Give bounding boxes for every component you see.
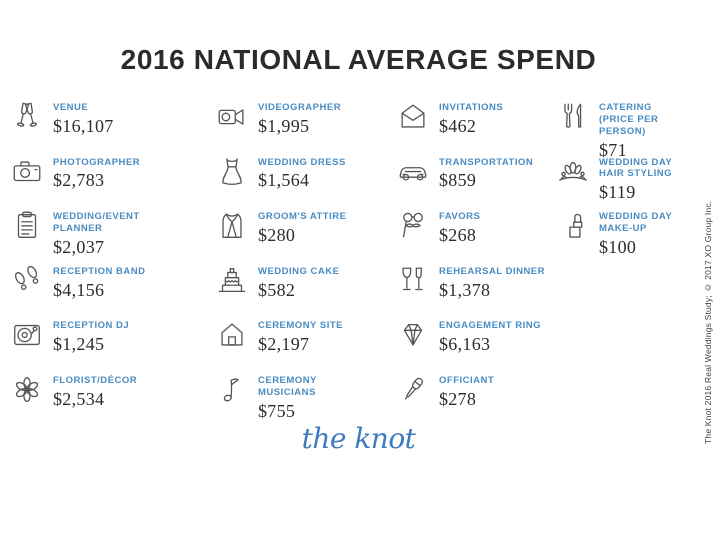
spend-label: CEREMONY MUSICIANS — [258, 374, 317, 398]
spend-value: $859 — [439, 170, 477, 191]
spend-label: OFFICIANT — [439, 374, 495, 386]
house-icon — [215, 318, 249, 352]
credit-text: The Knot 2016 Real Weddings Study; © 201… — [703, 200, 713, 444]
spend-label: WEDDING DAY MAKE-UP — [599, 211, 673, 235]
spend-item: WEDDING DRESS $1,564 — [215, 154, 396, 209]
spend-item: INVITATIONS $462 — [396, 99, 556, 154]
spend-label: RECEPTION DJ — [53, 320, 130, 332]
spend-item: REHEARSAL DINNER $1,378 — [396, 263, 556, 318]
suit-jacket-icon — [215, 209, 249, 243]
spend-value: $2,197 — [258, 334, 310, 355]
theknot-logo: the knot — [301, 422, 416, 455]
spend-item: WEDDING DAY MAKE-UP $100 — [556, 208, 707, 263]
spend-label: FAVORS — [439, 211, 481, 223]
spend-value: $462 — [439, 115, 477, 136]
spend-item: VENUE $16,107 — [10, 99, 215, 154]
spend-label: PHOTOGRAPHER — [53, 156, 141, 168]
turntable-icon — [10, 318, 44, 352]
toast-glasses-icon — [396, 264, 430, 298]
spend-value: $2,037 — [53, 236, 105, 257]
spend-value: $1,564 — [258, 170, 310, 191]
spend-label: WEDDING DRESS — [258, 156, 346, 168]
spend-value: $1,378 — [439, 279, 491, 300]
spend-label: CEREMONY SITE — [258, 320, 343, 332]
spend-grid: VENUE $16,107 PHOTOGRAPHER $2,783 WEDDING/EV… — [10, 99, 710, 427]
camera-icon — [10, 155, 44, 189]
spend-label: WEDDING/EVENT PLANNER — [53, 211, 140, 235]
spend-item: OFFICIANT $278 — [396, 372, 556, 427]
spend-item: WEDDING/EVENT PLANNER $2,037 — [10, 208, 215, 263]
spend-label: VIDEOGRAPHER — [258, 102, 342, 113]
spend-label: CATERING (PRICE PER PERSON) — [599, 102, 659, 137]
spend-value: $755 — [258, 400, 296, 421]
spend-item: TRANSPORTATION $859 — [396, 154, 556, 209]
dance-steps-icon — [10, 264, 44, 298]
spend-value: $71 — [599, 139, 627, 160]
clipboard-icon — [10, 209, 44, 243]
spend-label: RECEPTION BAND — [53, 265, 146, 277]
spend-label: ENGAGEMENT RING — [439, 320, 541, 332]
spend-value: $1,245 — [53, 334, 105, 355]
spend-label: VENUE — [53, 102, 89, 113]
wedding-dress-icon — [215, 155, 249, 189]
spend-label: WEDDING DAY HAIR STYLING — [599, 156, 673, 180]
fork-knife-icon — [556, 100, 590, 134]
spend-value: $2,534 — [53, 388, 105, 409]
spend-value: $280 — [258, 225, 296, 246]
spend-label: REHEARSAL DINNER — [439, 265, 546, 277]
spend-label: FLORIST/DÉCOR — [53, 374, 138, 386]
spend-item: WEDDING CAKE $582 — [215, 263, 396, 318]
car-icon — [396, 155, 430, 189]
spend-value: $268 — [439, 225, 477, 246]
spend-value: $119 — [599, 182, 636, 203]
flower-icon — [10, 373, 44, 407]
microphone-icon — [396, 373, 430, 407]
wedding-cake-icon — [215, 264, 249, 298]
spend-item: WEDDING DAY HAIR STYLING $119 — [556, 154, 707, 209]
spend-item: CEREMONY MUSICIANS $755 — [215, 372, 396, 427]
champagne-toast-icon — [10, 100, 44, 134]
spend-value: $582 — [258, 279, 296, 300]
spend-value: $100 — [599, 236, 637, 257]
page-title: 2016 NATIONAL AVERAGE SPEND — [120, 44, 597, 75]
spend-value: $1,995 — [258, 115, 310, 136]
music-note-icon — [215, 373, 249, 407]
spend-item: RECEPTION DJ $1,245 — [10, 317, 215, 372]
spend-value: $16,107 — [53, 115, 114, 136]
spend-item: CEREMONY SITE $2,197 — [215, 317, 396, 372]
spend-item: ENGAGEMENT RING $6,163 — [396, 317, 556, 372]
video-camera-icon — [215, 100, 249, 134]
envelope-icon — [396, 100, 430, 134]
lipstick-icon — [556, 209, 590, 243]
spend-item: FAVORS $268 — [396, 208, 556, 263]
spend-value: $2,783 — [53, 170, 105, 191]
spend-item: GROOM'S ATTIRE $280 — [215, 208, 396, 263]
spend-label: GROOM'S ATTIRE — [258, 211, 347, 223]
tiara-icon — [556, 155, 590, 189]
diamond-ring-icon — [396, 318, 430, 352]
spend-value: $6,163 — [439, 334, 491, 355]
spend-item: PHOTOGRAPHER $2,783 — [10, 154, 215, 209]
spend-label: TRANSPORTATION — [439, 156, 534, 168]
spend-label: INVITATIONS — [439, 102, 504, 113]
spend-item: FLORIST/DÉCOR $2,534 — [10, 372, 215, 427]
spend-label: WEDDING CAKE — [258, 265, 340, 277]
disguise-glasses-icon — [396, 209, 430, 243]
spend-value: $278 — [439, 388, 477, 409]
spend-item: VIDEOGRAPHER $1,995 — [215, 99, 396, 154]
spend-item: CATERING (PRICE PER PERSON) $71 — [556, 99, 707, 160]
spend-item: RECEPTION BAND $4,156 — [10, 263, 215, 318]
spend-value: $4,156 — [53, 279, 105, 300]
